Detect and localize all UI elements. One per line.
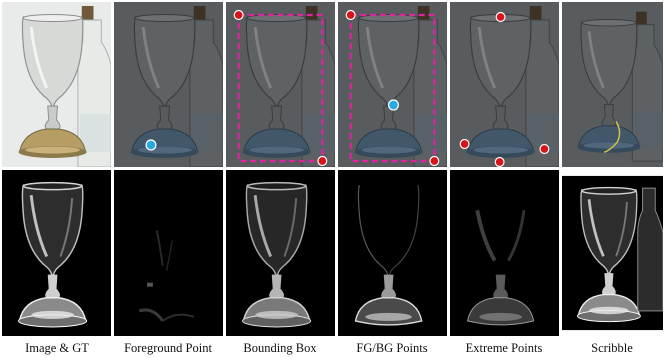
- caption-scribble: Scribble: [591, 341, 633, 355]
- scribble-result-panel: [562, 170, 663, 336]
- extreme-point-right: [539, 143, 550, 155]
- box-corner-top-left: [233, 9, 244, 21]
- scribble-stroke: [603, 121, 621, 153]
- box-corner-bottom-right: [429, 155, 440, 167]
- foreground-point-input-panel: [114, 2, 223, 167]
- foreground-click-marker: [145, 139, 157, 151]
- extreme-point-bottom: [494, 156, 505, 167]
- caption-fg-bg-points: FG/BG Points: [356, 341, 428, 355]
- bounding-box-result-panel: [226, 170, 335, 336]
- caption-bounding-box: Bounding Box: [243, 341, 317, 355]
- extreme-points-input-panel: [450, 2, 559, 167]
- bounding-box: [237, 13, 324, 163]
- bounding-box: [349, 13, 436, 163]
- caption-extreme-points: Extreme Points: [465, 341, 543, 355]
- foreground-point-result-panel: [114, 170, 223, 336]
- box-corner-bottom-right: [317, 155, 328, 167]
- caption-image-gt: Image & GT: [25, 341, 89, 355]
- fg-bg-points-input-panel: [338, 2, 447, 167]
- input-image-panel: [2, 2, 111, 167]
- fg-bg-points-result-panel: [338, 170, 447, 336]
- extreme-point-top: [495, 11, 506, 23]
- ground-truth-mask-panel: [2, 170, 111, 336]
- background-click-marker: [387, 99, 399, 111]
- box-corner-top-left: [345, 9, 356, 21]
- caption-foreground-point: Foreground Point: [124, 341, 212, 355]
- extreme-point-left: [459, 138, 470, 150]
- bounding-box-input-panel: [226, 2, 335, 167]
- extreme-points-result-panel: [450, 170, 559, 336]
- scribble-input-panel: [562, 2, 663, 167]
